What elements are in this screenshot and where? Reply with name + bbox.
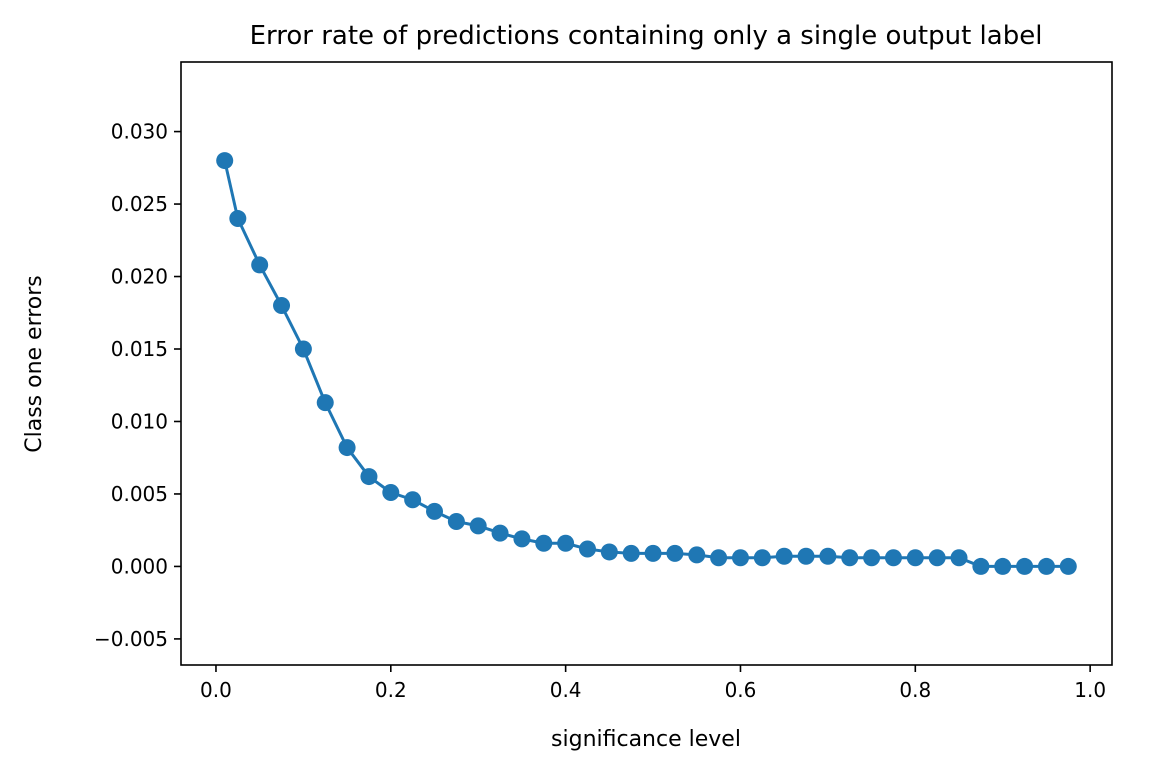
data-point: [819, 547, 837, 565]
data-point: [644, 544, 662, 562]
data-point: [216, 152, 234, 170]
data-point: [513, 530, 531, 548]
x-tick-label: 0.0: [200, 678, 232, 702]
data-point: [906, 549, 924, 567]
data-point: [229, 210, 247, 228]
y-tick-label: −0.005: [94, 627, 168, 651]
y-tick-label: 0.015: [111, 337, 168, 361]
data-point: [557, 534, 575, 552]
y-tick-label: 0.005: [111, 482, 168, 506]
y-axis: −0.005 0.000 0.005 0.010 0.015 0.020 0.025 0.03…: [94, 120, 181, 651]
plot-area-frame: [180, 61, 1113, 666]
data-point: [491, 524, 509, 542]
data-point: [950, 549, 968, 567]
x-tick-label: 0.8: [899, 678, 931, 702]
data-point: [841, 549, 859, 567]
x-tick-label: 0.4: [550, 678, 582, 702]
data-point: [775, 547, 793, 565]
data-point: [600, 543, 618, 561]
y-axis-label: Class one errors: [22, 275, 47, 453]
data-point: [382, 484, 400, 502]
data-point: [1037, 557, 1055, 575]
series-points: [216, 152, 1077, 575]
data-point: [972, 557, 990, 575]
data-point: [797, 547, 815, 565]
data-point: [294, 340, 312, 358]
data-point: [251, 256, 269, 274]
data-point: [535, 534, 553, 552]
x-tick-label: 1.0: [1074, 678, 1106, 702]
data-point: [863, 549, 881, 567]
data-point: [666, 544, 684, 562]
y-tick-label: 0.020: [111, 265, 168, 289]
data-point: [928, 549, 946, 567]
series-line: [223, 160, 1069, 568]
data-point: [884, 549, 902, 567]
y-tick-label: 0.010: [111, 409, 168, 433]
data-point: [338, 439, 356, 457]
y-tick-label: 0.000: [111, 554, 168, 578]
data-point: [578, 540, 596, 558]
data-point: [360, 468, 378, 486]
x-axis-label: significance level: [551, 727, 741, 752]
data-point: [994, 557, 1012, 575]
data-point: [731, 549, 749, 567]
y-tick-label: 0.030: [111, 120, 168, 144]
data-point: [447, 512, 465, 530]
data-point: [753, 549, 771, 567]
data-point: [688, 546, 706, 564]
data-point: [273, 297, 291, 315]
data-point: [710, 549, 728, 567]
data-point: [622, 544, 640, 562]
data-point: [316, 394, 334, 412]
data-point: [1059, 557, 1077, 575]
y-tick-label: 0.025: [111, 192, 168, 216]
data-point: [426, 502, 444, 520]
x-axis: 0.0 0.2 0.4 0.6 0.8 1.0: [200, 665, 1106, 702]
x-tick-label: 0.6: [725, 678, 757, 702]
data-point: [404, 491, 422, 509]
data-point: [1016, 557, 1034, 575]
chart-title: Error rate of predictions containing onl…: [250, 21, 1043, 51]
data-point: [469, 517, 487, 535]
x-tick-label: 0.2: [375, 678, 407, 702]
